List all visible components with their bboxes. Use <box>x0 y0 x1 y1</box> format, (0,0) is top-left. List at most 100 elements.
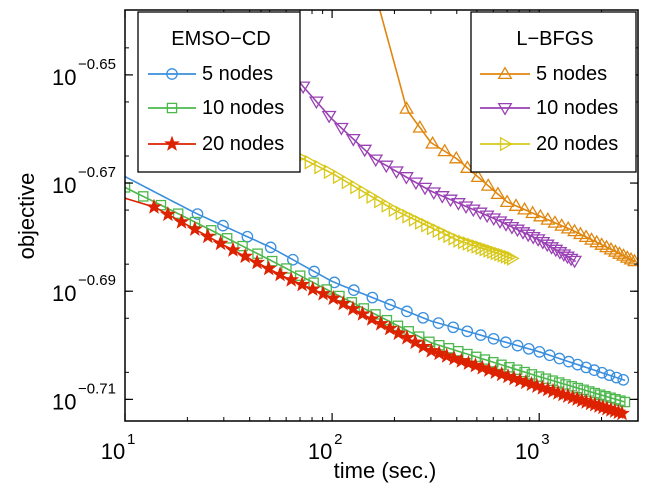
data-point <box>264 241 277 254</box>
data-point <box>580 361 592 374</box>
data-point <box>304 280 321 297</box>
data-point <box>467 237 480 253</box>
data-point <box>408 211 422 227</box>
data-point <box>623 251 638 265</box>
data-point <box>308 96 324 110</box>
data-point <box>584 386 595 397</box>
data-point <box>508 198 524 211</box>
data-point <box>358 184 372 200</box>
data-point <box>517 201 532 215</box>
data-point <box>315 285 332 301</box>
data-point <box>533 346 546 358</box>
data-point <box>519 366 530 378</box>
data-point <box>417 311 429 324</box>
data-point <box>415 214 428 230</box>
data-point <box>447 321 460 334</box>
legend-l-bfgs: L−BFGS 5 nodes 10 nodes 20 nodes <box>470 11 637 173</box>
data-point <box>294 276 311 292</box>
data-point <box>384 298 396 311</box>
legend-box <box>470 11 637 173</box>
legend-sample <box>148 102 196 114</box>
data-point <box>366 291 379 304</box>
data-point <box>374 193 387 209</box>
data-point <box>381 198 395 213</box>
data-point <box>556 249 572 262</box>
data-point <box>237 248 254 264</box>
y-axis-label: objective <box>14 173 39 260</box>
data-point <box>504 221 520 235</box>
data-point <box>588 364 601 376</box>
legend-title: L−BFGS <box>516 28 593 50</box>
data-point <box>368 154 384 168</box>
data-point <box>357 144 373 158</box>
data-point <box>490 186 506 200</box>
data-point <box>381 320 398 336</box>
data-point <box>563 253 579 267</box>
data-point <box>525 205 541 219</box>
data-point <box>560 379 571 390</box>
data-point <box>453 352 470 368</box>
data-point <box>567 223 582 237</box>
data-point <box>328 276 341 289</box>
data-point <box>497 247 511 263</box>
data-point <box>199 228 216 244</box>
data-point <box>472 207 488 221</box>
data-point <box>402 208 415 224</box>
data-point <box>333 122 349 136</box>
data-point <box>401 305 413 318</box>
data-point <box>479 354 491 365</box>
data-point <box>249 254 266 270</box>
data-point <box>266 255 278 267</box>
data-point <box>494 246 507 262</box>
data-point <box>566 381 577 392</box>
data-point <box>462 236 476 251</box>
data-point <box>532 208 548 222</box>
y-tick-exponent: −0.71 <box>78 380 116 397</box>
data-point <box>610 371 623 384</box>
data-point <box>617 373 630 386</box>
data-point <box>619 396 631 408</box>
legend-marker <box>164 135 180 151</box>
legend-sample <box>480 66 530 80</box>
data-point <box>480 178 496 191</box>
data-point <box>323 164 337 180</box>
legend-entry-label: 10 nodes <box>202 97 284 119</box>
data-point <box>572 226 588 240</box>
data-point <box>500 248 514 264</box>
legend-entry-label: 5 nodes <box>202 63 273 85</box>
legend-marker <box>166 102 178 114</box>
data-point <box>547 215 563 228</box>
data-point <box>560 251 575 265</box>
data-point <box>458 201 474 214</box>
data-point <box>372 315 389 331</box>
legend-marker <box>499 136 513 152</box>
data-point <box>475 240 489 256</box>
data-point <box>332 169 346 185</box>
data-point <box>437 143 453 157</box>
data-point <box>395 205 409 221</box>
data-point <box>294 270 306 281</box>
data-point <box>510 224 525 238</box>
data-point <box>487 244 500 260</box>
data-point <box>260 260 277 276</box>
data-point <box>345 133 361 147</box>
data-point <box>619 250 635 263</box>
data-point <box>137 191 149 202</box>
data-point <box>465 204 481 218</box>
series-lbfgs-5-nodes <box>379 10 638 267</box>
data-point <box>424 336 435 348</box>
data-point <box>490 245 504 261</box>
legend-box <box>137 11 301 173</box>
data-point <box>567 255 583 269</box>
data-point <box>522 342 535 355</box>
data-point <box>533 371 545 382</box>
data-point <box>540 212 556 225</box>
data-point <box>363 310 380 326</box>
data-point <box>325 289 342 306</box>
data-point <box>540 373 552 384</box>
data-point <box>578 384 589 396</box>
data-point <box>390 324 407 341</box>
data-point <box>520 229 536 243</box>
